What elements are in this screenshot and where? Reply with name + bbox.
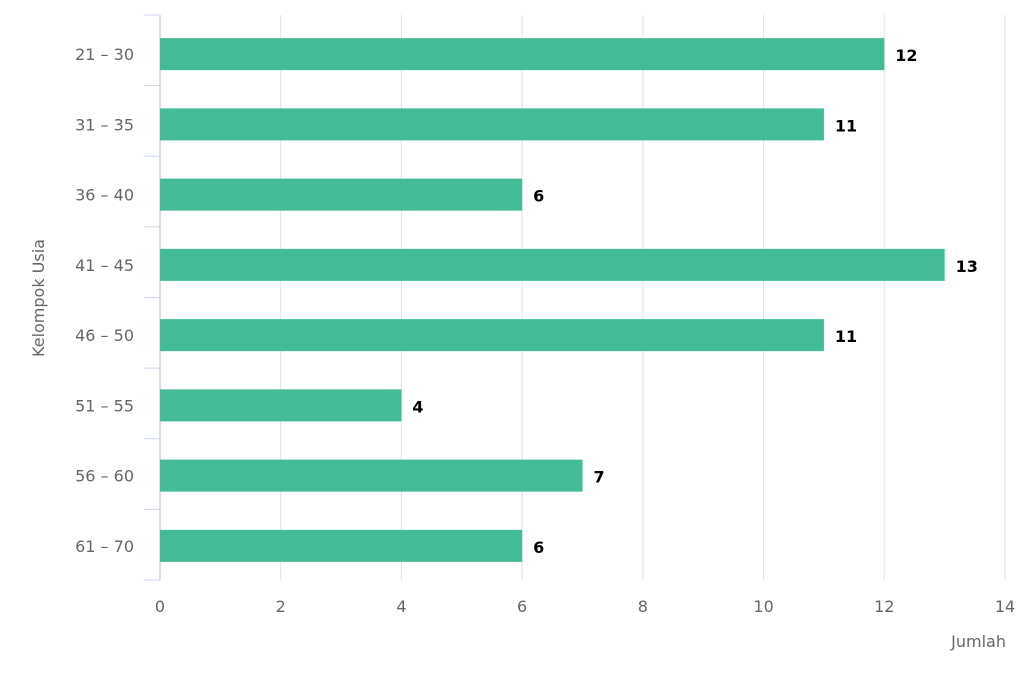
y-tick-label: 51 – 55: [75, 396, 134, 415]
bar: [160, 389, 402, 422]
bar-value-label: 11: [835, 116, 857, 135]
bar-value-label: 6: [533, 538, 544, 557]
bar-value-label: 11: [835, 327, 857, 346]
x-tick-label: 8: [638, 597, 648, 616]
x-tick-label: 0: [155, 597, 165, 616]
x-tick-label: 6: [517, 597, 527, 616]
bar: [160, 529, 523, 562]
bars: [160, 38, 945, 562]
bar: [160, 248, 945, 281]
y-tick-label: 36 – 40: [75, 186, 134, 205]
bar: [160, 319, 824, 352]
y-tick-label: 41 – 45: [75, 256, 134, 275]
y-tick-label: 21 – 30: [75, 45, 134, 64]
labels: 0 2 4 6 8 10 12 14 21 – 30 12 31 – 35 11 36 – 40 6 41 …: [75, 45, 1015, 616]
x-axis-title: Jumlah: [950, 632, 1006, 651]
x-tick-label: 2: [276, 597, 286, 616]
axes: [144, 14, 161, 581]
bar-value-label: 4: [412, 397, 423, 416]
y-tick-label: 61 – 70: [75, 537, 134, 556]
x-tick-label: 10: [753, 597, 773, 616]
y-tick-label: 56 – 60: [75, 467, 134, 486]
bar: [160, 108, 824, 141]
bar: [160, 459, 583, 492]
bar-value-label: 13: [956, 257, 978, 276]
x-tick-label: 12: [874, 597, 894, 616]
bar: [160, 38, 885, 71]
bar-value-label: 6: [533, 187, 544, 206]
y-tick-label: 46 – 50: [75, 326, 134, 345]
x-tick-label: 4: [396, 597, 406, 616]
y-axis-title: Kelompok Usia: [29, 239, 48, 357]
y-tick-label: 31 – 35: [75, 115, 134, 134]
bar-value-label: 7: [594, 468, 605, 487]
bar-value-label: 12: [895, 46, 917, 65]
grid-lines: [280, 15, 1006, 580]
x-tick-label: 14: [995, 597, 1015, 616]
bar: [160, 178, 523, 211]
